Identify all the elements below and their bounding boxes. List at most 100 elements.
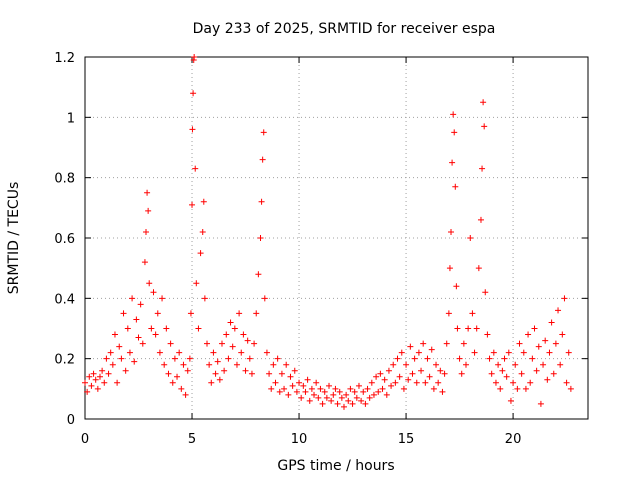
data-point xyxy=(251,340,258,347)
data-point xyxy=(300,382,307,389)
data-point xyxy=(192,165,199,172)
data-point xyxy=(501,355,508,362)
data-point xyxy=(126,349,133,356)
x-tick-label: 15 xyxy=(398,432,415,447)
y-tick-label: 0 xyxy=(67,413,75,428)
data-point xyxy=(415,349,422,356)
data-point xyxy=(306,397,313,404)
data-point xyxy=(199,228,206,235)
data-point xyxy=(174,373,181,380)
data-point xyxy=(178,385,185,392)
data-point xyxy=(471,349,478,356)
data-point xyxy=(272,379,279,386)
data-point xyxy=(313,379,320,386)
data-point xyxy=(413,379,420,386)
data-point xyxy=(145,207,152,214)
data-point xyxy=(146,280,153,287)
data-point xyxy=(336,388,343,395)
data-point xyxy=(201,295,208,302)
data-point xyxy=(238,349,245,356)
data-point xyxy=(439,388,446,395)
data-point xyxy=(430,385,437,392)
data-point xyxy=(394,355,401,362)
data-point xyxy=(233,361,240,368)
data-point xyxy=(182,391,189,398)
data-point xyxy=(400,385,407,392)
data-point xyxy=(258,198,265,205)
data-point xyxy=(428,346,435,353)
data-point xyxy=(525,331,532,338)
data-point xyxy=(377,370,384,377)
data-point xyxy=(298,394,305,401)
data-point xyxy=(319,400,326,407)
data-point xyxy=(403,361,410,368)
data-point xyxy=(225,355,232,362)
data-point xyxy=(255,271,262,278)
data-point xyxy=(328,397,335,404)
data-point xyxy=(396,373,403,380)
data-point xyxy=(210,349,217,356)
x-tick-label: 5 xyxy=(188,432,196,447)
data-point xyxy=(563,379,570,386)
data-point xyxy=(364,385,371,392)
data-point xyxy=(473,325,480,332)
data-point xyxy=(450,111,457,118)
data-point xyxy=(522,385,529,392)
data-point xyxy=(345,397,352,404)
data-point xyxy=(308,385,315,392)
data-point xyxy=(552,340,559,347)
y-tick-label: 1 xyxy=(67,111,75,126)
data-point xyxy=(293,388,300,395)
data-point xyxy=(195,325,202,332)
data-point xyxy=(133,316,140,323)
data-point xyxy=(366,394,373,401)
data-point xyxy=(144,189,151,196)
x-tick-label: 0 xyxy=(81,432,89,447)
data-point xyxy=(383,391,390,398)
data-point xyxy=(291,367,298,374)
data-point xyxy=(392,379,399,386)
data-point xyxy=(116,343,123,350)
data-point xyxy=(398,349,405,356)
data-point xyxy=(456,355,463,362)
data-point xyxy=(503,373,510,380)
data-point xyxy=(433,361,440,368)
data-point xyxy=(208,379,215,386)
data-point xyxy=(420,340,427,347)
data-point xyxy=(88,382,95,389)
data-point xyxy=(148,325,155,332)
data-point xyxy=(405,376,412,383)
data-point xyxy=(114,379,121,386)
data-point xyxy=(370,391,377,398)
data-point xyxy=(475,265,482,272)
data-point xyxy=(156,349,163,356)
data-point xyxy=(216,376,223,383)
data-point xyxy=(488,370,495,377)
data-point xyxy=(482,289,489,296)
data-point xyxy=(285,391,292,398)
data-point xyxy=(443,340,450,347)
data-point xyxy=(214,358,221,365)
data-point xyxy=(542,337,549,344)
data-point xyxy=(84,388,91,395)
data-point xyxy=(465,325,472,332)
data-point xyxy=(283,361,290,368)
data-point xyxy=(358,397,365,404)
data-point xyxy=(518,370,525,377)
data-point xyxy=(96,373,103,380)
data-point xyxy=(317,385,324,392)
data-point xyxy=(340,403,347,410)
data-point xyxy=(529,355,536,362)
data-point xyxy=(253,310,260,317)
data-point xyxy=(559,331,566,338)
data-point xyxy=(218,340,225,347)
data-point xyxy=(499,367,506,374)
tick-layer: 0 0.2 0.4 0.6 0.8 1 1.2 0 5 10 15 20 xyxy=(54,51,588,447)
data-point xyxy=(118,355,125,362)
data-point xyxy=(445,310,452,317)
data-point xyxy=(129,295,136,302)
data-point xyxy=(221,367,228,374)
data-point xyxy=(212,370,219,377)
data-point xyxy=(193,280,200,287)
